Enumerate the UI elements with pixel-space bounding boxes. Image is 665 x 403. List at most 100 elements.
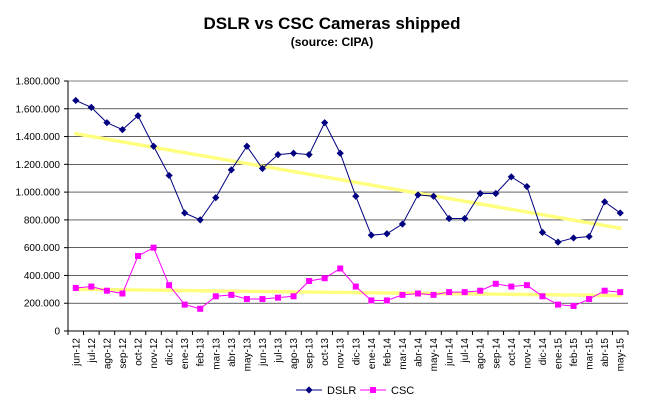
csc-point (119, 290, 126, 297)
dslr-point (336, 149, 344, 157)
x-tick-label: abr-15 (600, 338, 611, 367)
x-tick-label: jun-12 (71, 338, 82, 367)
dslr-point (569, 234, 578, 242)
legend-item-csc: CSC (360, 385, 414, 397)
x-tick-label: mar-15 (585, 338, 596, 370)
x-tick-label: may-14 (429, 338, 440, 372)
csc-point (539, 293, 546, 300)
x-tick-label: may-13 (242, 338, 253, 372)
legend: DSLR CSC (296, 385, 414, 397)
legend-marker-csc (370, 387, 376, 393)
csc-point (197, 305, 204, 312)
x-tick-label: abr-14 (414, 338, 425, 367)
csc-point (103, 287, 110, 294)
csc-point (135, 253, 141, 259)
dslr-point (243, 142, 251, 150)
x-tick-label: jul-14 (460, 338, 471, 364)
x-tick-label: ago-13 (289, 338, 300, 370)
dslr-point (414, 191, 422, 199)
dslr-point (274, 151, 282, 159)
csc-point (275, 294, 281, 301)
csc-point (430, 291, 437, 298)
y-tick-label: 600.000 (24, 243, 61, 254)
dslr-point (103, 119, 111, 127)
x-tick-label: sep-14 (491, 338, 502, 369)
dslr-point (212, 194, 220, 202)
x-tick-label: oct-13 (320, 338, 331, 366)
csc-point (601, 287, 608, 294)
y-tick-label: 0 (54, 327, 60, 338)
csc-point (461, 289, 468, 296)
x-tick-label: mar-14 (398, 338, 409, 370)
csc-point (150, 244, 157, 251)
dslr-point (492, 189, 500, 198)
csc-point (243, 296, 250, 303)
x-tick-label: abr-13 (227, 338, 238, 367)
x-tick-label: nov-12 (149, 338, 160, 369)
dslr-point (258, 164, 267, 173)
x-tick-label: ago-12 (102, 338, 113, 370)
dslr-point (321, 119, 329, 127)
x-tick-label: may-15 (616, 338, 627, 372)
axes (67, 81, 628, 332)
dslr-point (445, 214, 453, 223)
csc-point (337, 265, 344, 272)
dslr-point (134, 112, 142, 120)
y-tick-label: 1.600.000 (16, 104, 61, 115)
csc-point (181, 301, 188, 308)
dslr-point (507, 173, 515, 181)
dslr-point (118, 126, 127, 134)
csc-point (88, 283, 95, 290)
dslr-point (289, 149, 298, 157)
y-tick-label: 1.200.000 (16, 160, 61, 171)
trendlines (74, 132, 622, 298)
x-tick-label: jul-12 (87, 338, 98, 364)
dslr-point (383, 230, 391, 238)
series-dslr (72, 96, 624, 246)
y-tick-label: 1.400.000 (16, 132, 61, 143)
csc-point (321, 275, 328, 282)
dslr-point (305, 151, 313, 159)
x-tick-label: jun-14 (445, 338, 456, 367)
dslr-point (181, 209, 189, 217)
csc-point (570, 303, 577, 309)
x-tick-label: nov-14 (522, 338, 533, 369)
x-tick-label: mar-13 (211, 338, 222, 370)
csc-point (523, 282, 530, 289)
csc-point (415, 290, 421, 297)
csc-point (555, 301, 561, 308)
dslr-point (601, 198, 609, 206)
dslr-point (367, 231, 375, 239)
dslr-point (461, 214, 469, 223)
dslr-point (72, 96, 80, 105)
dslr-point (554, 238, 562, 246)
csc-point (508, 283, 515, 290)
y-axis-ticks: 0 200.000 400.000 600.000 800.000 1.000.000 1.… (16, 77, 68, 338)
csc-point (228, 291, 235, 298)
csc-point (477, 287, 484, 294)
x-tick-label: ago-14 (476, 338, 487, 370)
csc-point (259, 296, 266, 303)
csc-point (306, 278, 313, 284)
x-tick-label: jul-13 (274, 338, 285, 364)
y-tick-label: 1.000.000 (16, 188, 61, 199)
x-tick-label: dic-13 (351, 338, 362, 366)
x-tick-label: oct-14 (507, 338, 518, 366)
csc-point (166, 282, 173, 289)
csc-point (399, 291, 406, 298)
dslr-point (523, 182, 531, 191)
series-line-dslr (75, 99, 621, 243)
dslr-point (398, 220, 407, 228)
x-tick-label: feb-15 (569, 338, 580, 367)
csc-point (586, 296, 593, 303)
legend-label-csc: CSC (391, 385, 414, 397)
series-csc (72, 244, 624, 312)
y-tick-label: 400.000 (24, 271, 61, 282)
csc-point (212, 293, 219, 300)
series-group (72, 96, 624, 312)
legend-item-dslr: DSLR (296, 385, 356, 397)
x-tick-label: sep-12 (118, 338, 129, 369)
chart-subtitle: (source: CIPA) (291, 35, 373, 49)
